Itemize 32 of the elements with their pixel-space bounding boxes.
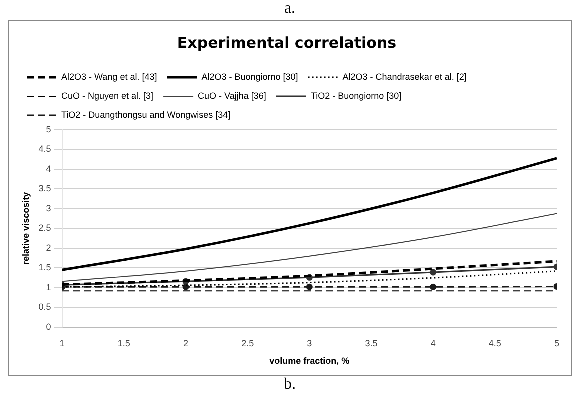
x-tick-label: 4 — [430, 338, 436, 348]
legend-label: Al2O3 - Buongiorno [30] — [202, 72, 298, 82]
y-tick-label: 3 — [46, 203, 52, 214]
legend-label: CuO - Nguyen et al. [3] — [62, 90, 154, 101]
x-tick-label: 1 — [60, 338, 65, 348]
text: b. — [283, 376, 297, 395]
y-tick-label: 0 — [46, 322, 52, 332]
x-tick-label: 2 — [183, 338, 188, 348]
x-tick-label: 3 — [307, 338, 312, 348]
legend-label: TiO2 - Duangthongsu and Wongwises [34] — [62, 110, 231, 120]
legend-label: CuO - Vajjha [36] — [198, 90, 266, 101]
y-axis-title: relative viscosity — [20, 192, 31, 265]
y-tick-label: 1.5 — [38, 262, 52, 273]
x-tick-label: 2.5 — [242, 338, 254, 348]
text: a. — [283, 0, 297, 19]
x-tick-label: 5 — [554, 338, 560, 348]
y-tick-label: 4.5 — [38, 144, 52, 154]
y-tick-label: 0.5 — [38, 302, 52, 312]
y-tick-label: 3.5 — [38, 184, 52, 194]
y-tick-label: 5 — [46, 124, 52, 134]
x-tick-label: 4.5 — [488, 338, 502, 348]
x-tick-label: 1.5 — [118, 338, 130, 348]
x-tick-label: 3.5 — [365, 338, 378, 348]
legend-label: TiO2 - Buongiorno [30] — [310, 90, 402, 101]
x-axis-title: volume fraction, % — [270, 356, 350, 366]
y-tick-label: 1 — [46, 282, 52, 292]
y-tick-label: 4 — [46, 164, 52, 174]
legend-label: Al2O3 - Chandrasekar et al. [2] — [342, 72, 467, 82]
chart-title: Experimental correlations — [177, 34, 397, 52]
y-tick-label: 2.5 — [38, 223, 52, 234]
y-tick-label: 2 — [46, 242, 52, 253]
legend-label: Al2O3 - Wang et al. [43] — [62, 72, 158, 82]
